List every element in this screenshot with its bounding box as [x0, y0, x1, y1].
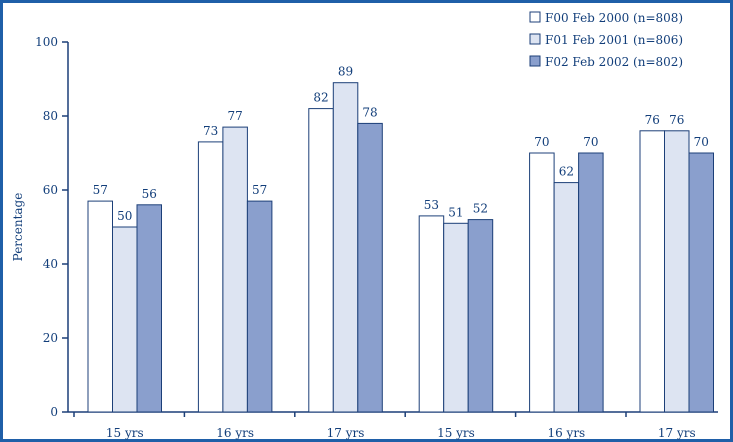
bar [553, 182, 580, 413]
bar [136, 204, 162, 413]
bar [197, 141, 224, 413]
bar-value-label: 89 [338, 65, 353, 79]
y-tick-label: 60 [43, 183, 58, 197]
bar-value-label: 82 [313, 91, 328, 105]
bar [529, 152, 555, 413]
bar [443, 222, 469, 413]
legend-label: F00 Feb 2000 (n=808) [545, 11, 683, 25]
bar-value-label: 70 [534, 135, 549, 149]
bar-value-label: 78 [362, 105, 377, 119]
bar-value-label: 76 [645, 113, 660, 127]
y-tick-label: 0 [50, 405, 58, 419]
bar [688, 152, 714, 413]
bar-value-label: 70 [694, 135, 709, 149]
bar [357, 122, 383, 413]
bar [418, 215, 445, 413]
x-category-label: 17 yrs [327, 426, 365, 440]
bar [87, 200, 113, 413]
bar [664, 130, 690, 413]
legend-label: F02 Feb 2002 (n=802) [545, 55, 683, 69]
bar [578, 152, 604, 413]
x-category-label: 16 yrs [216, 426, 254, 440]
bar-value-label: 76 [669, 113, 684, 127]
y-tick-label: 40 [43, 257, 58, 271]
x-category-label: 16 yrs [547, 426, 585, 440]
y-axis-title: Percentage [11, 193, 25, 262]
bar [467, 219, 494, 413]
y-tick-label: 100 [35, 35, 58, 49]
bar-value-label: 52 [473, 202, 488, 216]
legend-swatch [529, 55, 541, 67]
y-tick-label: 20 [43, 331, 58, 345]
bar [639, 130, 665, 413]
legend-swatch [529, 33, 541, 45]
bar [112, 226, 138, 413]
x-category-label: 15 yrs [106, 426, 144, 440]
bar [222, 126, 248, 413]
bar [246, 200, 273, 413]
bar-value-label: 70 [583, 135, 598, 149]
bar-value-label: 56 [142, 187, 157, 201]
bar-value-label: 50 [117, 209, 132, 223]
bar-value-label: 77 [228, 109, 243, 123]
legend-swatch [529, 11, 541, 23]
y-tick-label: 80 [43, 109, 58, 123]
x-category-label: 17 yrs [658, 426, 696, 440]
bar-value-label: 51 [448, 205, 463, 219]
legend-label: F01 Feb 2001 (n=806) [545, 33, 683, 47]
bar-value-label: 73 [203, 124, 218, 138]
x-category-label: 15 yrs [437, 426, 475, 440]
bar [308, 108, 334, 413]
bar-value-label: 57 [93, 183, 108, 197]
bar-value-label: 57 [252, 183, 267, 197]
bar-value-label: 62 [559, 165, 574, 179]
bar-value-label: 53 [424, 198, 439, 212]
bar [332, 82, 359, 413]
